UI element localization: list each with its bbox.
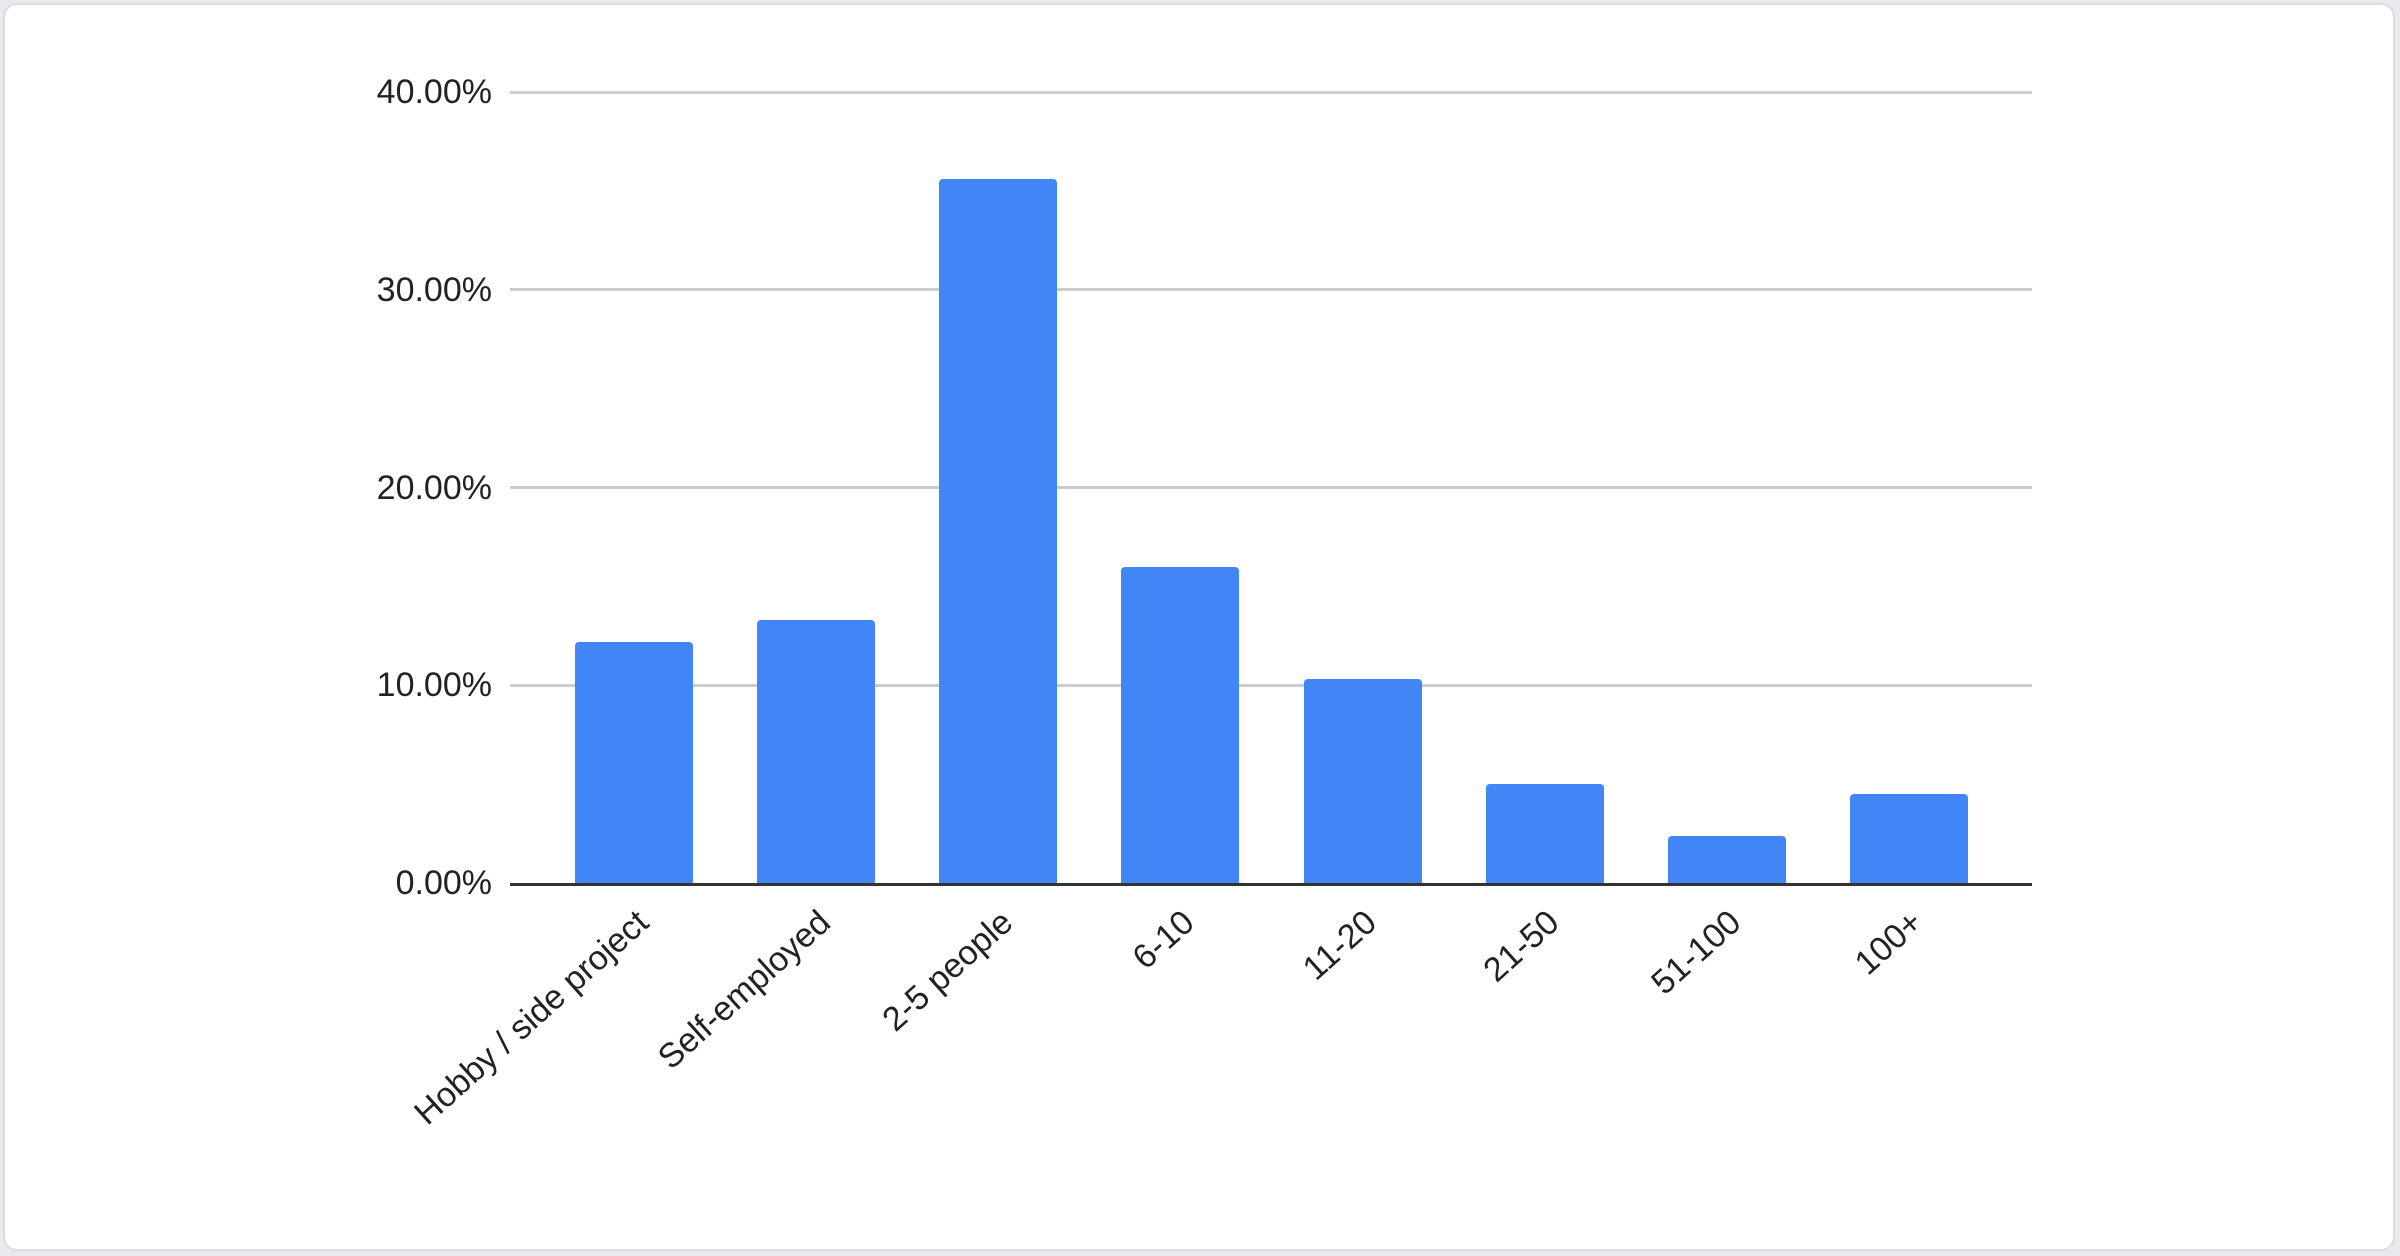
bar-100 — [1849, 794, 1968, 883]
x-tick-label: 2-5 people — [874, 903, 1020, 1039]
x-tick-label: 100+ — [1848, 903, 1931, 983]
y-tick-label: 0.00% — [395, 864, 492, 902]
bar-2-5-people — [939, 179, 1058, 883]
x-tick-label: 6-10 — [1125, 903, 1202, 977]
x-tick-label: Hobby / side project — [406, 903, 656, 1133]
bar-self-employed — [757, 620, 876, 883]
x-tick-label: 11-20 — [1295, 903, 1384, 988]
y-tick-label: 10.00% — [376, 666, 492, 705]
bar-21-50 — [1485, 784, 1604, 883]
y-tick-label: 20.00% — [376, 468, 492, 507]
x-tick-label: 21-50 — [1476, 903, 1567, 990]
bar-hobby-side-project — [575, 641, 693, 883]
gridline — [510, 486, 2032, 489]
bar-6-10 — [1121, 566, 1240, 883]
x-axis-line — [510, 883, 2032, 886]
y-tick-label: 40.00% — [376, 73, 492, 111]
bar-51-100 — [1667, 835, 1786, 883]
bar-11-20 — [1303, 679, 1422, 883]
gridline — [510, 288, 2032, 292]
plot-area — [510, 90, 2032, 886]
x-tick-label: Self-employed — [650, 903, 838, 1077]
y-tick-label: 30.00% — [376, 270, 492, 309]
x-tick-label: 51-100 — [1644, 903, 1749, 1003]
gridline — [510, 683, 2032, 687]
gridline — [510, 90, 2032, 94]
